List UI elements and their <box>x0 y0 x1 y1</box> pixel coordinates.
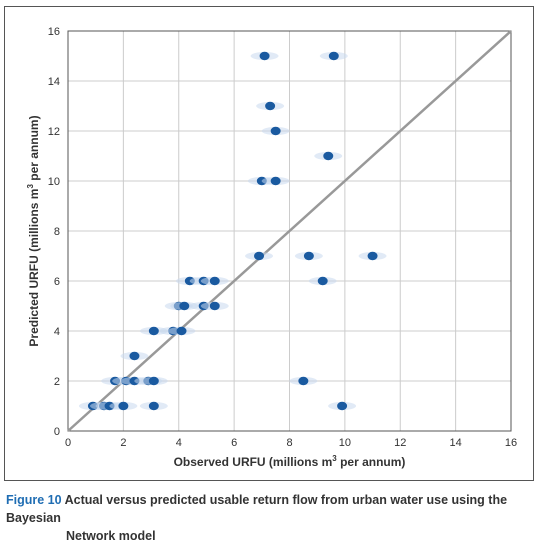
data-point-marker <box>270 126 281 136</box>
data-point-marker <box>367 251 378 261</box>
data-point <box>170 301 199 311</box>
y-tick-label: 16 <box>48 26 60 38</box>
data-point <box>245 251 274 261</box>
data-point-marker <box>328 51 339 61</box>
data-point-marker <box>209 276 220 286</box>
data-point-marker <box>259 51 270 61</box>
x-tick-label: 4 <box>176 437 182 449</box>
caption-text-line2: Network model <box>66 529 156 543</box>
data-point <box>294 251 323 261</box>
one-to-one-reference-line <box>67 30 512 432</box>
data-point-marker <box>298 376 309 386</box>
x-tick-label: 0 <box>65 437 71 449</box>
data-point <box>256 101 285 111</box>
y-tick-label: 2 <box>54 376 60 388</box>
data-point-marker <box>118 401 129 411</box>
data-point <box>109 401 138 411</box>
x-tick-label: 10 <box>339 437 351 449</box>
data-point-marker <box>254 251 265 261</box>
data-point-marker <box>270 176 281 186</box>
data-point <box>261 176 290 186</box>
reference-line-layer <box>67 30 512 432</box>
data-point-marker <box>323 151 334 161</box>
x-tick-label: 8 <box>286 437 292 449</box>
y-tick-label: 12 <box>48 126 60 138</box>
plot-area-border <box>67 30 512 432</box>
data-point <box>289 376 318 386</box>
data-point <box>200 301 229 311</box>
x-tick-label: 6 <box>231 437 237 449</box>
data-point <box>250 51 279 61</box>
data-point <box>139 326 168 336</box>
data-point-marker <box>179 301 190 311</box>
y-tick-label: 0 <box>54 426 60 438</box>
x-tick-label: 12 <box>394 437 406 449</box>
data-point <box>319 51 348 61</box>
data-point <box>120 351 149 361</box>
y-tick-label: 6 <box>54 276 60 288</box>
data-point-marker <box>148 376 159 386</box>
data-point-marker <box>176 326 187 336</box>
data-point <box>358 251 387 261</box>
caption-text-line1: Actual versus predicted usable return fl… <box>6 493 508 525</box>
data-point-marker <box>148 326 159 336</box>
data-point-marker <box>148 401 159 411</box>
data-point <box>261 126 290 136</box>
data-point-marker <box>129 351 140 361</box>
data-point-marker <box>337 401 348 411</box>
figure-caption: Figure 10 Actual versus predicted usable… <box>6 491 536 545</box>
data-point-marker <box>303 251 314 261</box>
data-point <box>139 376 168 386</box>
data-point <box>328 401 357 411</box>
data-point <box>139 401 168 411</box>
data-points-layer <box>78 51 387 411</box>
caption-label: Figure 10 <box>6 493 62 507</box>
data-point-marker <box>209 301 220 311</box>
tick-labels-layer: 0 2 4 6 8 10 12 14 16 0 2 4 6 8 10 12 14 16 <box>48 26 517 449</box>
data-point <box>314 151 343 161</box>
data-point <box>308 276 337 286</box>
x-tick-label: 2 <box>120 437 126 449</box>
figure-frame <box>4 6 534 481</box>
x-tick-label: 16 <box>505 437 517 449</box>
data-point-marker <box>265 101 276 111</box>
y-axis-title: Predicted URFU (millions m3 per annum) <box>26 115 41 346</box>
scatter-chart: 0 2 4 6 8 10 12 14 16 0 2 4 6 8 10 12 14 16 Observed URFU… <box>26 26 517 469</box>
data-point-marker <box>317 276 328 286</box>
data-point <box>200 276 229 286</box>
y-tick-label: 14 <box>48 76 60 88</box>
x-tick-label: 14 <box>450 437 462 449</box>
x-axis-title: Observed URFU (millions m3 per annum) <box>174 454 406 469</box>
y-tick-label: 8 <box>54 226 60 238</box>
data-point <box>167 326 196 336</box>
y-tick-label: 4 <box>54 326 60 338</box>
y-tick-label: 10 <box>48 176 60 188</box>
